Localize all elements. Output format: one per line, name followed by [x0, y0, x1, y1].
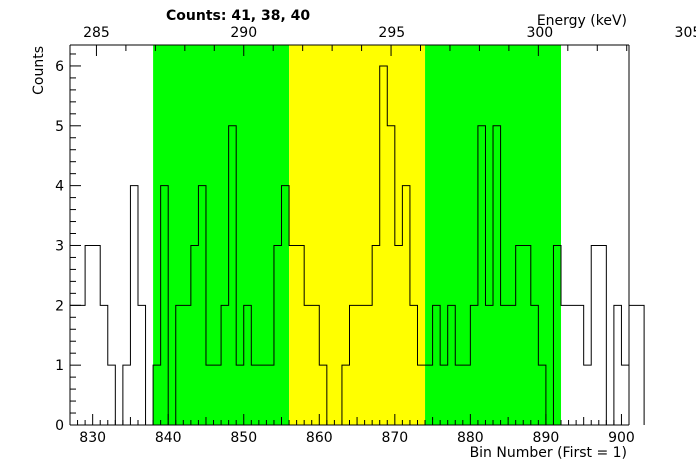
histogram-series — [69, 65, 645, 426]
x-axis-label: Bin Number (First = 1) — [470, 445, 627, 461]
x-tick-label: 890 — [533, 430, 560, 446]
y-tick-label: 5 — [55, 119, 64, 135]
top-axis-label: Energy (keV) — [537, 13, 627, 29]
energy-tick-label: 295 — [378, 25, 405, 41]
y-tick-label: 6 — [55, 59, 64, 75]
x-tick-label: 850 — [230, 430, 257, 446]
highlight-bands — [153, 45, 562, 425]
x-tick-label: 840 — [155, 430, 182, 446]
y-axis-label: Counts — [31, 46, 47, 95]
y-tick-label: 4 — [55, 179, 64, 195]
energy-tick-label: 305 — [675, 25, 696, 41]
y-tick-label: 2 — [55, 298, 64, 314]
x-tick-label: 860 — [306, 430, 333, 446]
band-0 — [153, 45, 290, 425]
x-tick-label: 870 — [381, 430, 408, 446]
axes: 830 840 850 860 870 880 890 900 0 1 2 3 4 5 6 285 290 295… — [55, 25, 696, 446]
x-tick-label: 900 — [608, 430, 635, 446]
x-tick-label: 880 — [457, 430, 484, 446]
chart-title: Counts: 41, 38, 40 — [166, 8, 310, 24]
band-1 — [289, 45, 426, 425]
y-tick-label: 1 — [55, 358, 64, 374]
y-tick-label: 0 — [55, 418, 64, 434]
energy-tick-label: 285 — [83, 25, 110, 41]
x-tick-label: 830 — [79, 430, 106, 446]
y-tick-label: 3 — [55, 238, 64, 254]
energy-tick-label: 300 — [526, 25, 553, 41]
energy-tick-label: 290 — [230, 25, 257, 41]
